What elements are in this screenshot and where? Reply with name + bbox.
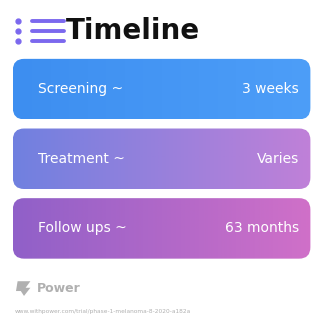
FancyBboxPatch shape	[13, 129, 310, 189]
Text: www.withpower.com/trial/phase-1-melanoma-8-2020-a182a: www.withpower.com/trial/phase-1-melanoma…	[14, 309, 191, 314]
Text: 63 months: 63 months	[225, 221, 299, 235]
Text: Timeline: Timeline	[66, 17, 200, 45]
Polygon shape	[16, 281, 30, 296]
Text: 3 weeks: 3 weeks	[243, 82, 299, 96]
Text: Varies: Varies	[257, 152, 299, 166]
FancyBboxPatch shape	[13, 198, 310, 259]
Text: Screening ~: Screening ~	[38, 82, 124, 96]
Text: Follow ups ~: Follow ups ~	[38, 221, 127, 235]
Text: Treatment ~: Treatment ~	[38, 152, 125, 166]
Text: Power: Power	[37, 282, 81, 295]
FancyBboxPatch shape	[13, 59, 310, 119]
